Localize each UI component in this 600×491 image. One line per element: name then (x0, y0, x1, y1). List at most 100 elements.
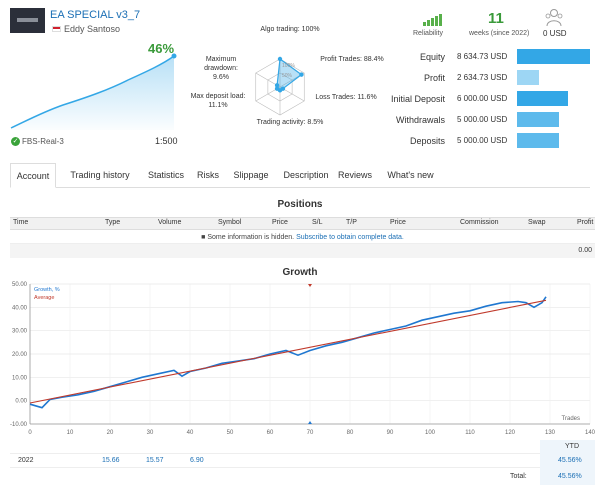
server-name: FBS-Real-3 (22, 137, 64, 146)
x-tick-label: 0 (28, 430, 32, 436)
total-label: Total: (510, 473, 527, 480)
col-time: Time (13, 219, 29, 226)
x-tick-label: 120 (505, 430, 516, 436)
notice-text: Some information is hidden. (207, 234, 295, 241)
radar-chart: 100% 50% Algo trading: 100% Profit Trades… (190, 22, 390, 132)
radar-point (274, 86, 280, 91)
month-value: 15.57 (146, 457, 164, 464)
average-line (29, 299, 547, 404)
stat-value: 8 634.73 USD (457, 52, 508, 61)
stat-withdrawals: Withdrawals 5 000.00 USD (390, 112, 590, 133)
y-tick-label: 0.00 (15, 399, 27, 405)
growth-percent: 46% (148, 41, 175, 56)
y-tick-label: -10.00 (10, 422, 28, 428)
x-tick-label: 130 (545, 430, 556, 436)
stat-value: 2 634.73 USD (457, 73, 508, 82)
growth-sparkline (10, 53, 177, 130)
flag-icon (52, 26, 61, 32)
stat-deposits: Deposits 5 000.00 USD (390, 133, 590, 154)
col-swap: Swap (528, 219, 546, 226)
x-tick-label: 70 (307, 430, 314, 436)
col-sl: S/L (312, 219, 323, 226)
tab-account[interactable]: Account (10, 163, 56, 188)
x-tick-label: 50 (227, 430, 234, 436)
x-tick-label: 60 (267, 430, 274, 436)
stat-value: 5 000.00 USD (457, 115, 508, 124)
tab-statistics[interactable]: Statistics (147, 170, 184, 180)
x-tick-label: 40 (187, 430, 194, 436)
radar-label-loss: Loss Trades: 11.6% (315, 94, 377, 101)
stat-bar (517, 133, 560, 148)
tab-whats-new[interactable]: What's new (387, 170, 434, 180)
author-name[interactable]: Eddy Santoso (64, 24, 121, 34)
stat-label: Withdrawals (395, 115, 445, 125)
monthly-table: 2022 YTD 45.56% Total: 45.56% 15.66 15.57… (10, 440, 595, 485)
positions-total: 0.00 (578, 247, 592, 254)
radar-label-profit: Profit Trades: 88.4% (320, 56, 384, 63)
x-tick-label: 110 (465, 430, 475, 436)
stat-profit: Profit 2 634.73 USD (390, 70, 590, 91)
radar-label-activity: Trading activity: 8.5% (256, 119, 324, 126)
col-price: Price (272, 219, 288, 226)
tab-description[interactable]: Description (283, 170, 329, 180)
col-symbol: Symbol (218, 219, 242, 226)
year-ytd-value: 45.56% (558, 457, 582, 464)
tab-slippage[interactable]: Slippage (233, 170, 269, 180)
legend-growth: Growth, % (34, 287, 60, 293)
y-tick-label: 50.00 (12, 282, 28, 288)
weeks-label: weeks (since 2022) (469, 30, 530, 37)
subscribers-icon (545, 9, 563, 27)
year-label: 2022 (18, 457, 34, 464)
radar-label-drawdown: Maximum drawdown: 9.6% (204, 56, 238, 81)
stat-bar (517, 70, 540, 85)
tab-bar: Account Trading history Statistics Risks… (10, 163, 590, 188)
x-tick-label: 80 (347, 430, 354, 436)
growth-chart: -10.00 0.00 10.00 20.00 30.00 40.00 50.00 0 10 20… (10, 282, 596, 436)
growth-line (29, 296, 547, 409)
radar-mid-label: 50% (282, 73, 293, 79)
x-tick-label: 10 (67, 430, 74, 436)
total-value: 45.56% (558, 473, 582, 480)
col-commission: Commission (460, 219, 499, 226)
reliability-label: Reliability (413, 30, 443, 37)
subscribe-link[interactable]: Subscribe to obtain complete data. (296, 234, 404, 241)
signal-logo[interactable] (10, 8, 45, 33)
y-tick-label: 40.00 (12, 305, 28, 311)
radar-label-load: Max deposit load: 11.1% (190, 93, 246, 109)
col-close-price: Price (390, 219, 406, 226)
subscribers-value: 0 USD (543, 29, 567, 38)
stat-bar (517, 91, 568, 106)
check-icon: ✓ (11, 137, 20, 146)
x-tick-label: 140 (585, 430, 596, 436)
stat-label: Equity (419, 52, 445, 62)
withdrawal-marker (308, 421, 312, 424)
hidden-info-notice: ■ Some information is hidden. Subscribe … (10, 231, 595, 244)
signal-name[interactable]: EA SPECIAL v3_7 (50, 9, 141, 21)
stat-label: Profit (423, 73, 445, 83)
month-value: 15.66 (102, 457, 120, 464)
stat-bar (517, 112, 560, 127)
legend-average: Average (34, 295, 54, 301)
positions-header: Time Type Volume Symbol Price S/L T/P Pr… (10, 217, 595, 230)
lock-icon: ■ (201, 234, 208, 241)
y-tick-label: 20.00 (12, 352, 28, 358)
x-tick-label: 100 (425, 430, 436, 436)
radar-center-label: 100% (282, 63, 295, 69)
tab-trading-history[interactable]: Trading history (70, 170, 130, 180)
positions-total-row: 0.00 (10, 244, 595, 258)
deposit-marker (308, 284, 312, 287)
radar-point (299, 72, 304, 77)
col-type: Type (105, 219, 121, 226)
x-tick-label: 90 (387, 430, 394, 436)
col-profit: Profit (577, 219, 594, 226)
tab-reviews[interactable]: Reviews (337, 170, 372, 180)
ytd-header: YTD (565, 443, 579, 450)
x-tick-label: 20 (107, 430, 114, 436)
stat-value: 5 000.00 USD (457, 136, 508, 145)
month-value: 6.90 (190, 457, 204, 464)
stat-equity: Equity 8 634.73 USD (390, 49, 590, 70)
growth-title: Growth (282, 267, 318, 278)
stat-initial-deposit: Initial Deposit 6 000.00 USD (390, 91, 590, 112)
tab-risks[interactable]: Risks (197, 170, 219, 180)
y-tick-label: 30.00 (12, 329, 28, 335)
